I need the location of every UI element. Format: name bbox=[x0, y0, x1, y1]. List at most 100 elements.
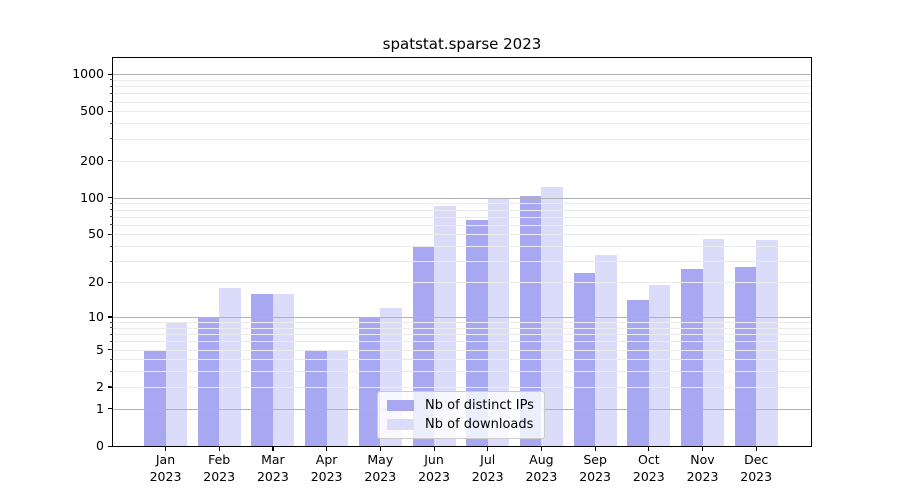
gridline-minor bbox=[113, 224, 811, 226]
gridline-minor bbox=[113, 101, 811, 103]
y-tick-label: 20 bbox=[88, 274, 104, 290]
x-tick bbox=[433, 447, 435, 451]
y-tick-label: 0 bbox=[96, 438, 104, 453]
y-minor-tick bbox=[110, 92, 113, 94]
x-tick bbox=[540, 447, 543, 451]
x-tick-label-nov: Nov 2023 bbox=[686, 452, 719, 484]
y-tick-label: 1 bbox=[96, 400, 104, 416]
gridline-minor bbox=[113, 216, 811, 218]
x-tick bbox=[326, 447, 328, 451]
gridline-minor bbox=[113, 261, 811, 263]
bar-aug-downloads bbox=[541, 187, 563, 446]
x-tick bbox=[594, 447, 596, 451]
gridline-minor bbox=[113, 86, 811, 88]
plot-area: Nb of distinct IPs Nb of downloads bbox=[112, 57, 812, 447]
y-minor-tick bbox=[110, 209, 113, 210]
gridline-minor bbox=[113, 93, 811, 95]
chart-title: spatstat.sparse 2023 bbox=[382, 35, 542, 53]
x-tick bbox=[648, 447, 650, 451]
x-tick-label-jul: Jul 2023 bbox=[471, 452, 504, 484]
gridline-minor bbox=[113, 246, 811, 248]
x-tick-label-may: May 2023 bbox=[364, 452, 397, 484]
bar-aug-distinct-ips bbox=[519, 196, 542, 446]
y-minor-tick bbox=[110, 122, 113, 124]
bar-apr-distinct-ips bbox=[305, 349, 327, 446]
gridline-minor bbox=[113, 79, 811, 81]
bar-mar-downloads bbox=[272, 293, 295, 446]
bar-jan-downloads bbox=[165, 322, 187, 446]
y-minor-tick bbox=[110, 340, 113, 342]
gridline-minor bbox=[113, 234, 811, 236]
y-minor-tick bbox=[110, 370, 113, 372]
gridline-minor bbox=[113, 349, 811, 351]
gridline-minor bbox=[113, 111, 811, 113]
bar-jan-distinct-ips bbox=[144, 349, 166, 446]
y-minor-tick bbox=[110, 327, 113, 329]
gridline-minor bbox=[113, 282, 811, 284]
gridline-minor bbox=[113, 160, 811, 162]
x-tick bbox=[755, 447, 757, 451]
gridline-minor bbox=[113, 209, 811, 211]
gridline-minor bbox=[113, 359, 811, 361]
y-minor-tick bbox=[110, 202, 113, 204]
legend-swatch-distinct-ips bbox=[387, 400, 414, 411]
y-minor-tick bbox=[110, 110, 113, 112]
y-minor-tick bbox=[110, 101, 113, 103]
y-minor-tick bbox=[110, 245, 113, 247]
legend-entry-downloads: Nb of downloads bbox=[378, 415, 544, 434]
x-tick bbox=[218, 447, 220, 451]
y-minor-tick bbox=[110, 321, 113, 323]
y-minor-tick bbox=[110, 85, 113, 87]
gridline-minor bbox=[113, 386, 811, 388]
y-tick-label: 10 bbox=[88, 308, 104, 324]
y-tick-label: 1000 bbox=[72, 66, 104, 82]
bar-nov-distinct-ips bbox=[681, 268, 703, 446]
y-tick bbox=[108, 316, 113, 318]
gridline-minor bbox=[113, 334, 811, 336]
bar-oct-downloads bbox=[648, 284, 671, 446]
x-tick-label-sep: Sep 2023 bbox=[579, 452, 611, 484]
y-minor-tick bbox=[110, 260, 113, 262]
x-tick-label-jun: Jun 2023 bbox=[418, 452, 450, 484]
x-tick-label-dec: Dec 2023 bbox=[740, 452, 773, 484]
y-tick bbox=[108, 408, 113, 410]
bar-nov-downloads bbox=[702, 238, 724, 446]
legend-swatch-downloads bbox=[387, 419, 414, 430]
gridline-minor bbox=[113, 322, 811, 324]
y-tick-label: 5 bbox=[96, 341, 104, 357]
gridline-minor bbox=[113, 341, 811, 343]
x-tick bbox=[379, 447, 381, 451]
y-minor-tick bbox=[110, 216, 113, 218]
gridline-minor bbox=[113, 371, 811, 373]
x-tick-label-jan: Jan 2023 bbox=[149, 452, 182, 484]
y-minor-tick bbox=[110, 281, 113, 283]
gridline-major bbox=[113, 316, 811, 318]
x-tick-label-apr: Apr 2023 bbox=[310, 452, 343, 484]
gridline-minor bbox=[113, 138, 811, 140]
bar-may-distinct-ips bbox=[358, 316, 381, 446]
y-minor-tick bbox=[110, 386, 113, 388]
bar-dec-downloads bbox=[756, 239, 778, 446]
y-tick-label: 2 bbox=[96, 378, 104, 394]
x-tick bbox=[487, 447, 489, 451]
x-tick-label-aug: Aug 2023 bbox=[525, 452, 558, 484]
legend: Nb of distinct IPs Nb of downloads bbox=[377, 391, 545, 439]
y-minor-tick bbox=[110, 233, 113, 235]
y-minor-tick bbox=[110, 358, 113, 360]
x-tick bbox=[272, 447, 274, 451]
x-tick-label-mar: Mar 2023 bbox=[256, 452, 289, 484]
bar-feb-downloads bbox=[219, 287, 241, 446]
y-tick bbox=[108, 197, 113, 199]
x-tick bbox=[165, 447, 167, 451]
y-tick bbox=[108, 73, 113, 75]
legend-entry-distinct-ips: Nb of distinct IPs bbox=[378, 396, 544, 415]
bar-mar-distinct-ips bbox=[251, 293, 273, 446]
bar-jul-distinct-ips bbox=[466, 219, 488, 446]
y-minor-tick bbox=[110, 224, 113, 226]
x-tick-label-feb: Feb 2023 bbox=[203, 452, 236, 484]
y-tick bbox=[108, 445, 113, 447]
gridline-major bbox=[113, 197, 811, 199]
y-minor-tick bbox=[110, 333, 113, 335]
x-tick-label-oct: Oct 2023 bbox=[632, 452, 665, 484]
